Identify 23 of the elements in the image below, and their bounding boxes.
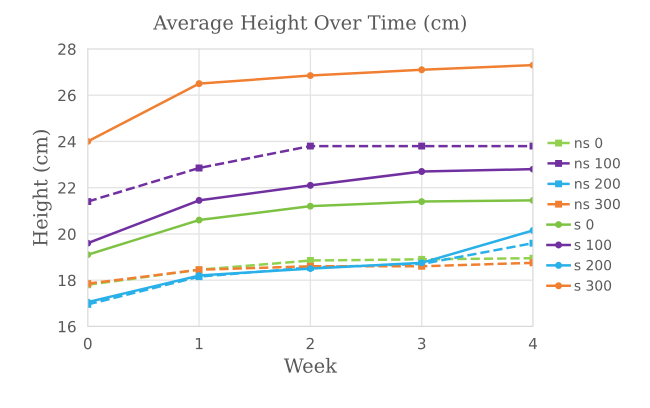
- legend-label: ns 300: [575, 198, 620, 210]
- y-tick-label: 22: [58, 182, 76, 194]
- legend-label: s 100: [574, 240, 612, 250]
- legend-label: s 200: [574, 260, 612, 270]
- legend-label: ns 0: [575, 138, 602, 148]
- legend-label: ns 200: [575, 178, 620, 189]
- x-tick-label: 1: [196, 338, 203, 350]
- y-tick-label: 26: [58, 90, 76, 102]
- y-tick-label: 20: [58, 228, 76, 240]
- legend-label: s 0: [574, 219, 594, 230]
- x-tick-label: 3: [418, 338, 426, 350]
- y-tick-label: 18: [58, 274, 76, 286]
- y-tick-label: 16: [58, 320, 76, 332]
- x-tick-label: 4: [528, 338, 538, 350]
- legend-label: s 300: [574, 280, 612, 291]
- chart-title: Average Height Over Time (cm): [153, 14, 466, 34]
- x-tick-label: 2: [306, 338, 314, 350]
- y-axis-title: Height (cm): [32, 130, 52, 246]
- x-tick-label: 0: [84, 338, 92, 350]
- legend-label: ns 100: [575, 158, 620, 168]
- y-tick-label: 24: [58, 136, 76, 148]
- x-axis-title: Week: [284, 358, 338, 373]
- y-tick-label: 28: [58, 43, 76, 55]
